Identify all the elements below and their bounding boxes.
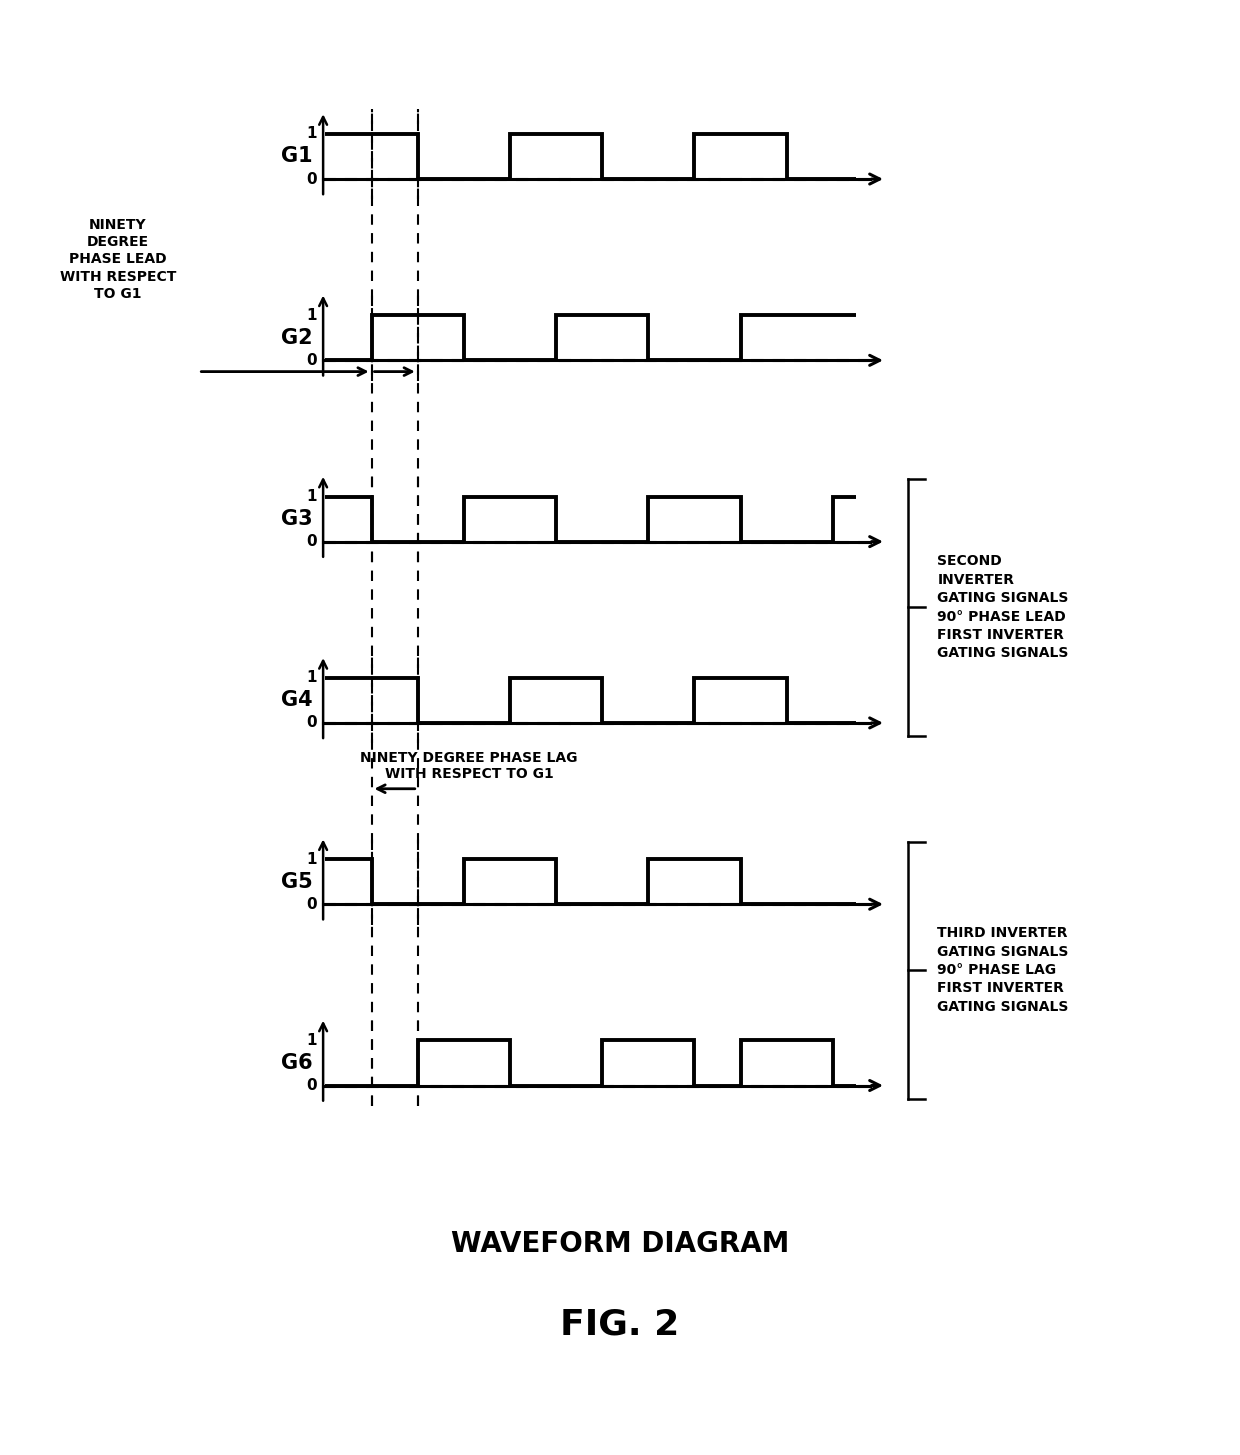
Text: NINETY DEGREE PHASE LAG
WITH RESPECT TO G1: NINETY DEGREE PHASE LAG WITH RESPECT TO …	[361, 751, 578, 781]
Text: G3: G3	[281, 509, 312, 530]
Text: 1: 1	[306, 489, 317, 503]
Text: 0: 0	[306, 1078, 317, 1093]
Text: G5: G5	[281, 872, 312, 892]
Text: 1: 1	[306, 127, 317, 141]
Text: 0: 0	[306, 172, 317, 186]
Text: 0: 0	[306, 534, 317, 549]
Text: NINETY
DEGREE
PHASE LEAD
WITH RESPECT
TO G1: NINETY DEGREE PHASE LEAD WITH RESPECT TO…	[60, 218, 176, 301]
Text: 1: 1	[306, 671, 317, 685]
Text: G1: G1	[281, 147, 312, 166]
Text: THIRD INVERTER
GATING SIGNALS
90° PHASE LAG
FIRST INVERTER
GATING SIGNALS: THIRD INVERTER GATING SIGNALS 90° PHASE …	[937, 927, 1069, 1014]
Text: G2: G2	[281, 327, 312, 348]
Text: G6: G6	[281, 1053, 312, 1072]
Text: 1: 1	[306, 1033, 317, 1048]
Text: 0: 0	[306, 716, 317, 730]
Text: FIG. 2: FIG. 2	[560, 1307, 680, 1342]
Text: 0: 0	[306, 352, 317, 368]
Text: 1: 1	[306, 851, 317, 867]
Text: SECOND
INVERTER
GATING SIGNALS
90° PHASE LEAD
FIRST INVERTER
GATING SIGNALS: SECOND INVERTER GATING SIGNALS 90° PHASE…	[937, 554, 1069, 661]
Text: 0: 0	[306, 896, 317, 912]
Text: WAVEFORM DIAGRAM: WAVEFORM DIAGRAM	[451, 1229, 789, 1259]
Text: G4: G4	[281, 690, 312, 710]
Text: 1: 1	[306, 307, 317, 323]
